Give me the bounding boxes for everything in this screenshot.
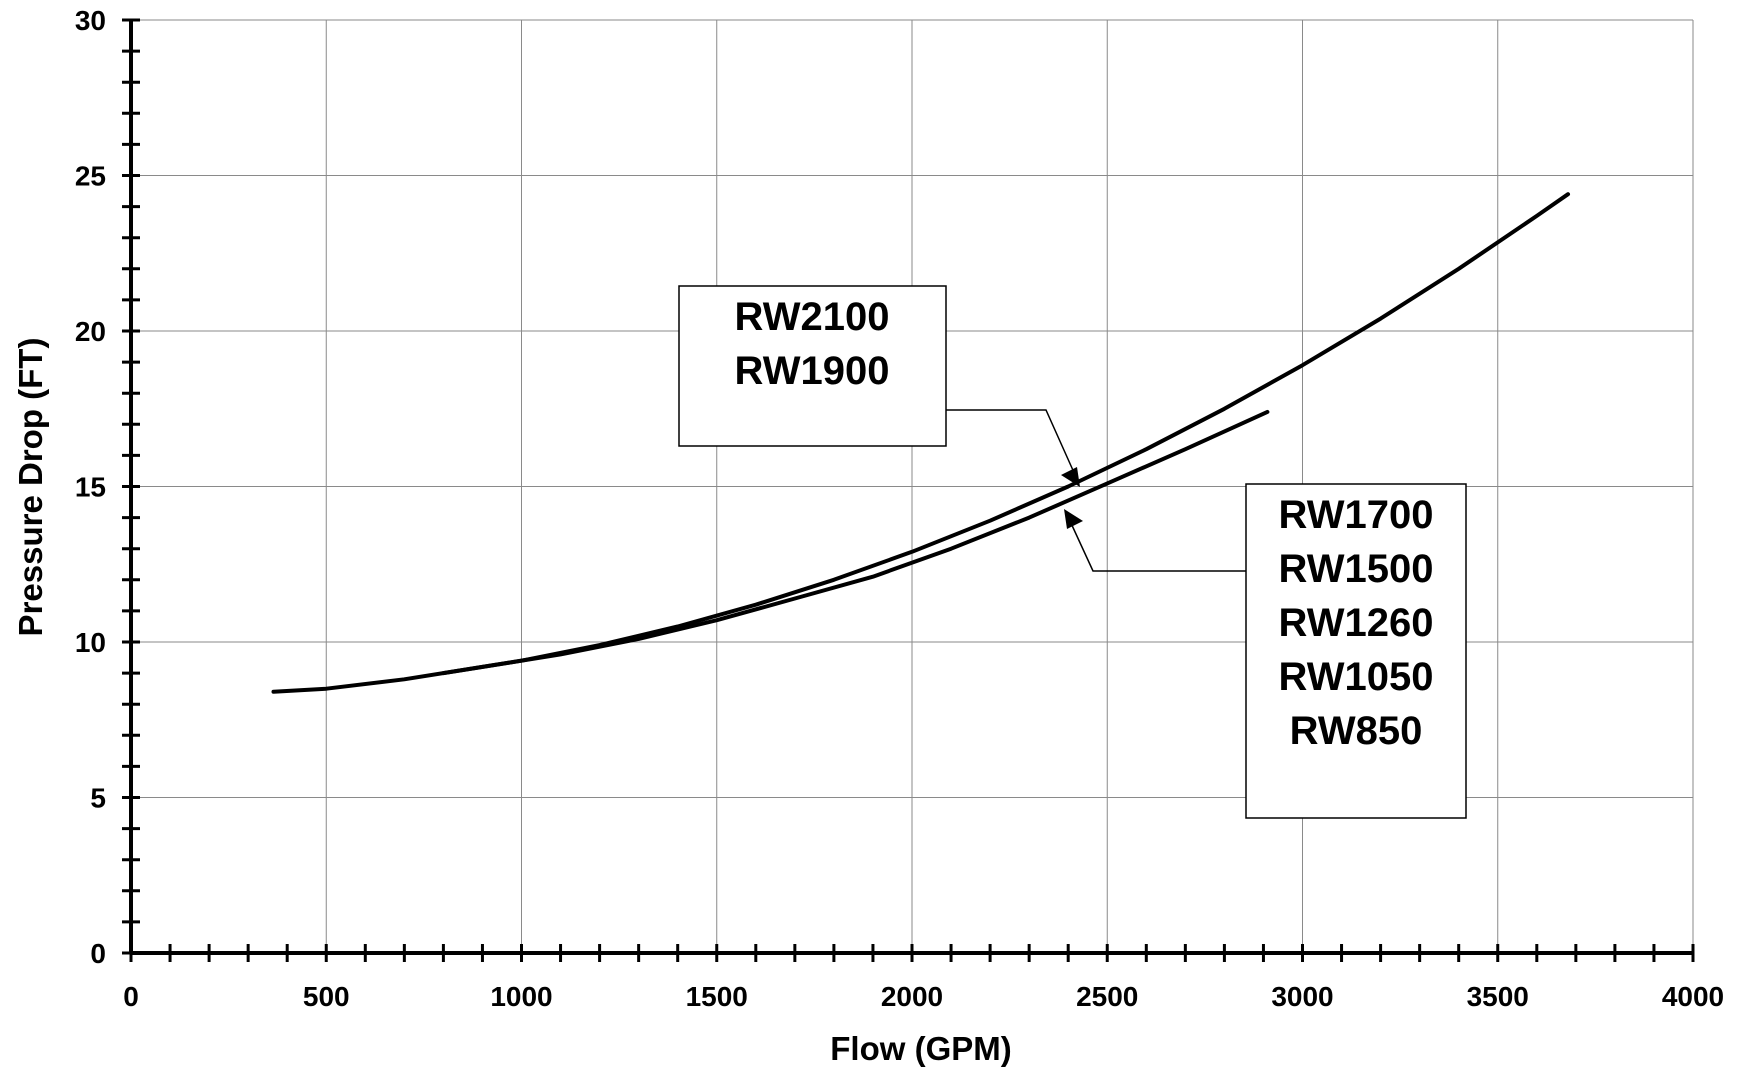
callout-lower-arrowhead (1064, 509, 1083, 529)
y-tick-label: 0 (90, 938, 106, 969)
x-axis-title: Flow (GPM) (830, 1030, 1011, 1067)
callout-upper-leader (946, 409, 1077, 478)
x-tick-label: 4000 (1662, 981, 1724, 1012)
callout-upper-line-2: RW1900 (735, 349, 890, 393)
callout-lower-line-3: RW1260 (1279, 601, 1434, 645)
callout-upper-box (678, 285, 947, 447)
x-tick-label: 1000 (490, 981, 552, 1012)
y-tick-label: 5 (90, 783, 106, 814)
y-tick-label: 25 (75, 161, 106, 192)
series-line-1 (441, 192, 1570, 676)
callout-lower: RW1700 RW1500 RW1260 RW1050 RW850 (1064, 483, 1467, 819)
callout-lower-line-1: RW1700 (1279, 493, 1434, 537)
x-tick-label: 2000 (881, 981, 943, 1012)
callout-lower-line-2: RW1500 (1279, 547, 1434, 591)
y-tick-label: 30 (75, 5, 106, 36)
y-tick-label: 20 (75, 316, 106, 347)
series-line-2 (271, 409, 1270, 694)
x-tick-label: 1500 (686, 981, 748, 1012)
callout-upper-line-1: RW2100 (735, 295, 890, 339)
callout-upper: RW2100 RW1900 (678, 285, 1080, 487)
callout-upper-arrowhead (1061, 467, 1080, 487)
x-tick-label: 3500 (1467, 981, 1529, 1012)
x-tick-label: 500 (303, 981, 350, 1012)
y-axis-title: Pressure Drop (FT) (12, 338, 49, 637)
y-tick-label: 10 (75, 627, 106, 658)
callout-lower-box (1245, 483, 1467, 819)
series-lines (271, 192, 1570, 694)
x-tick-label: 3000 (1271, 981, 1333, 1012)
callout-lower-line-4: RW1050 (1279, 655, 1434, 699)
y-tick-label: 15 (75, 472, 106, 503)
callout-lower-line-5: RW850 (1290, 709, 1423, 753)
x-tick-label: 2500 (1076, 981, 1138, 1012)
x-tick-label: 0 (123, 981, 139, 1012)
tick-labels: 0 500 1000 1500 2000 2500 3000 3500 4000 0 5 10 15 20… (75, 5, 1724, 1012)
callout-lower-leader (1069, 520, 1246, 572)
